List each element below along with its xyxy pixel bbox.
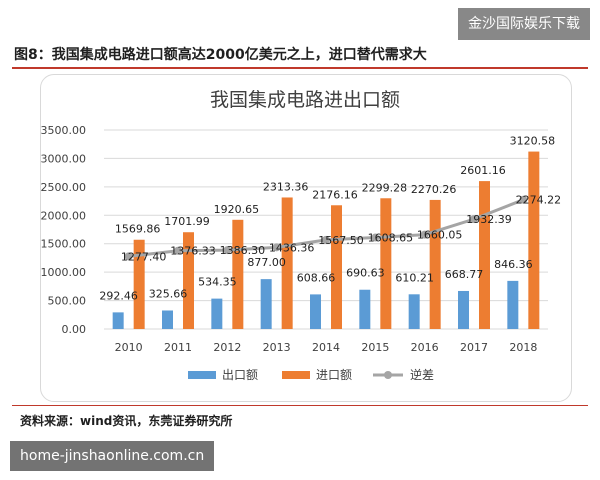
- legend-label-import: 进口额: [316, 368, 352, 382]
- data-label-export: 292.46: [99, 289, 138, 302]
- data-label-import: 3120.58: [510, 135, 556, 148]
- figure-title: 图8：我国集成电路进口额高达2000亿美元之上，进口替代需求大: [14, 47, 427, 63]
- source-rule: [12, 405, 588, 406]
- bar-export: [310, 294, 321, 329]
- legend-swatch-import: [282, 371, 310, 379]
- bar-export: [458, 290, 469, 329]
- point-deficit: [322, 235, 330, 244]
- y-tick-label: 2000.00: [41, 209, 87, 222]
- bar-import: [479, 181, 490, 329]
- data-label-export: 610.21: [395, 271, 434, 284]
- legend-marker-deficit: [384, 371, 392, 379]
- x-tick-label: 2014: [312, 341, 340, 354]
- data-label-deficit: 2274.22: [516, 194, 562, 207]
- y-tick-label: 1500.00: [41, 238, 87, 251]
- point-deficit: [272, 243, 281, 252]
- point-deficit: [420, 230, 429, 239]
- bar-import: [183, 232, 194, 329]
- x-tick-label: 2010: [115, 341, 143, 354]
- watermark-bottom: home-jinshaonline.com.cn: [10, 441, 215, 471]
- y-tick-label: 3000.00: [41, 152, 87, 165]
- data-label-import: 2299.28: [362, 181, 408, 194]
- data-label-export: 690.63: [346, 267, 385, 280]
- title-rule: [12, 67, 588, 69]
- legend-swatch-export: [188, 371, 216, 379]
- bar-export: [211, 298, 223, 329]
- bar-import: [133, 239, 145, 329]
- bar-export: [408, 294, 420, 329]
- bar-import: [331, 205, 342, 329]
- data-label-import: 2270.26: [411, 183, 457, 196]
- data-label-export: 534.35: [198, 276, 237, 289]
- data-label-import: 1701.99: [164, 215, 210, 228]
- data-label-import: 1920.65: [214, 203, 260, 216]
- data-label-deficit: 1376.33: [170, 245, 216, 258]
- bar-import: [281, 197, 293, 329]
- y-tick-label: 2500.00: [41, 181, 87, 194]
- x-tick-label: 2018: [509, 341, 537, 354]
- bar-import: [429, 199, 441, 329]
- y-tick-label: 1000.00: [41, 266, 87, 279]
- point-deficit: [223, 246, 232, 255]
- bar-import: [232, 219, 244, 329]
- data-label-deficit: 1608.65: [368, 232, 414, 245]
- data-label-export: 325.66: [149, 287, 188, 300]
- x-tick-label: 2013: [263, 341, 291, 354]
- bar-export: [260, 279, 272, 329]
- data-label-deficit: 1932.39: [466, 213, 512, 226]
- data-label-import: 2176.16: [312, 188, 358, 201]
- chart-title: 我国集成电路进出口额: [210, 89, 400, 111]
- data-label-deficit: 1436.36: [269, 241, 315, 254]
- watermark-top: 金沙国际娱乐下载: [458, 8, 590, 40]
- bar-export: [507, 280, 519, 329]
- point-deficit: [124, 252, 133, 261]
- bar-export: [359, 289, 371, 329]
- data-label-export: 877.00: [247, 256, 286, 269]
- y-tick-label: 3500.00: [41, 124, 87, 137]
- legend-label-export: 出口额: [222, 368, 258, 382]
- bar-import: [528, 151, 540, 329]
- data-label-import: 1569.86: [115, 223, 161, 236]
- data-label-export: 846.36: [494, 258, 533, 271]
- x-tick-label: 2016: [411, 341, 439, 354]
- point-deficit: [470, 215, 478, 224]
- point-deficit: [519, 195, 528, 204]
- y-tick-label: 0.00: [62, 323, 87, 336]
- data-label-export: 608.66: [297, 271, 336, 284]
- data-label-deficit: 1660.05: [417, 229, 463, 242]
- x-tick-label: 2015: [361, 341, 389, 354]
- x-tick-label: 2017: [460, 341, 488, 354]
- data-label-export: 668.77: [445, 268, 484, 281]
- data-label-deficit: 1277.40: [121, 250, 167, 263]
- data-label-deficit: 1386.30: [220, 244, 266, 257]
- data-label-deficit: 1567.50: [318, 234, 364, 247]
- bar-export: [112, 312, 124, 329]
- legend-label-deficit: 逆差: [410, 367, 434, 382]
- x-tick-label: 2011: [164, 341, 192, 354]
- point-deficit: [174, 246, 182, 255]
- data-label-import: 2601.16: [460, 164, 506, 177]
- bar-export: [162, 310, 173, 329]
- x-tick-label: 2012: [213, 341, 241, 354]
- data-label-import: 2313.36: [263, 180, 309, 193]
- bar-import: [380, 198, 392, 329]
- point-deficit: [371, 233, 380, 242]
- source-note: 资料来源：wind资讯，东莞证券研究所: [20, 414, 233, 428]
- y-tick-label: 500.00: [48, 295, 87, 308]
